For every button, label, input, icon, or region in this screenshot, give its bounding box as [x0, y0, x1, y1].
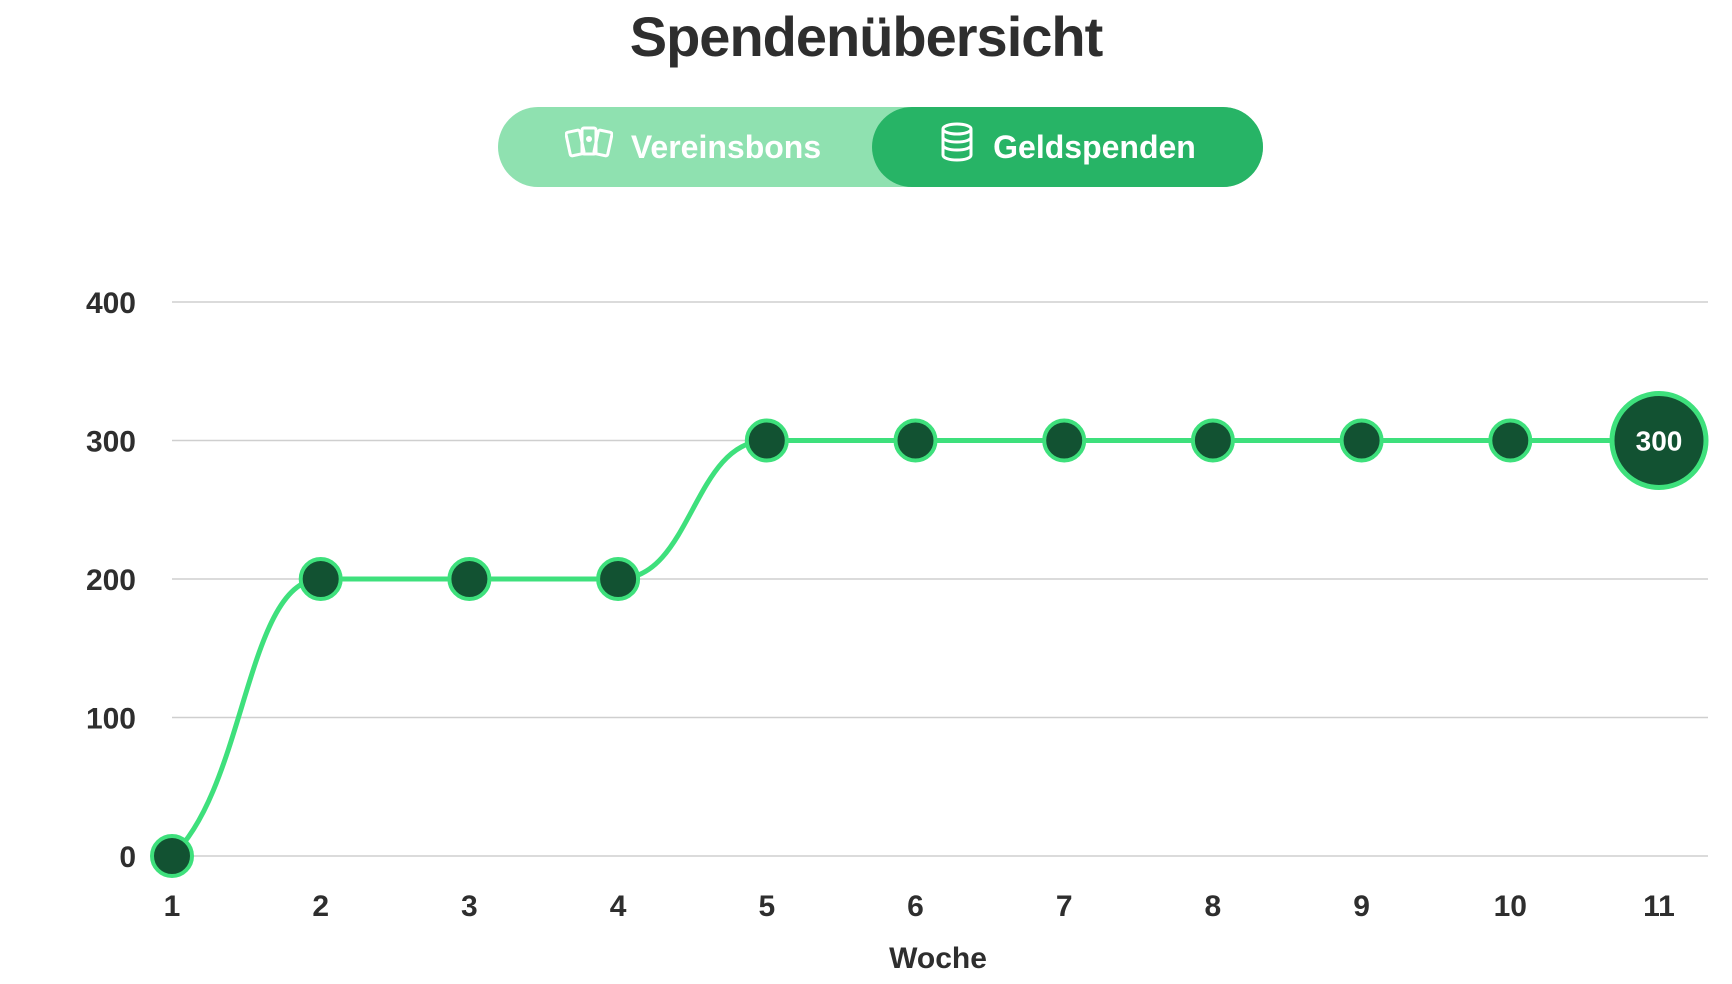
x-tick-label: 4 [610, 890, 627, 923]
data-point[interactable] [893, 418, 938, 463]
coin-stack-icon [939, 121, 993, 173]
data-point[interactable] [1339, 418, 1384, 463]
data-point[interactable] [1042, 418, 1087, 463]
series-line [169, 437, 1662, 859]
data-points: 300 [150, 391, 1709, 878]
donation-type-toggle[interactable]: Vereinsbons Geldspenden [498, 107, 1263, 187]
x-tick-label: 6 [907, 890, 924, 923]
y-tick-label: 100 [86, 703, 136, 736]
data-point[interactable] [744, 418, 789, 463]
x-axis-title: Woche [889, 942, 987, 975]
x-tick-label: 2 [312, 890, 329, 923]
y-tick-label: 200 [86, 564, 136, 597]
x-axis-ticks: 1 2 3 4 5 6 7 8 9 10 11 [164, 890, 1675, 923]
highlight-data-label: 300 [1636, 426, 1683, 457]
tab-geldspenden-label: Geldspenden [993, 128, 1196, 165]
tab-geldspenden[interactable]: Geldspenden [872, 107, 1263, 187]
x-tick-label: 1 [164, 890, 181, 923]
y-tick-label: 400 [86, 287, 136, 320]
tab-vereinsbons-label: Vereinsbons [630, 128, 822, 165]
x-tick-label: 3 [461, 890, 478, 923]
x-tick-label: 11 [1643, 890, 1675, 923]
data-point[interactable] [1488, 418, 1533, 463]
cards-icon [564, 123, 631, 171]
x-tick-label: 10 [1494, 890, 1527, 923]
x-tick-label: 7 [1056, 890, 1073, 923]
data-point[interactable] [1190, 418, 1235, 463]
x-tick-label: 8 [1205, 890, 1222, 923]
page-title: Spendenübersicht [629, 5, 1104, 68]
tab-vereinsbons[interactable]: Vereinsbons [498, 107, 888, 187]
data-point[interactable] [150, 834, 194, 878]
y-tick-label: 0 [119, 841, 136, 874]
data-point[interactable] [596, 557, 641, 601]
data-point[interactable] [447, 557, 492, 601]
highlight-data-point[interactable] [1609, 391, 1709, 490]
x-tick-label: 9 [1353, 890, 1370, 923]
x-tick-label: 5 [758, 890, 775, 923]
y-axis-ticks: 0 100 200 300 400 [86, 287, 136, 874]
y-tick-label: 300 [86, 426, 136, 459]
data-point[interactable] [298, 557, 343, 601]
